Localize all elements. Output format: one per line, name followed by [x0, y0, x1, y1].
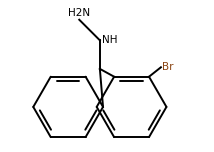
- Text: NH: NH: [102, 35, 118, 45]
- Text: Br: Br: [162, 62, 173, 72]
- Text: H2N: H2N: [68, 8, 90, 18]
